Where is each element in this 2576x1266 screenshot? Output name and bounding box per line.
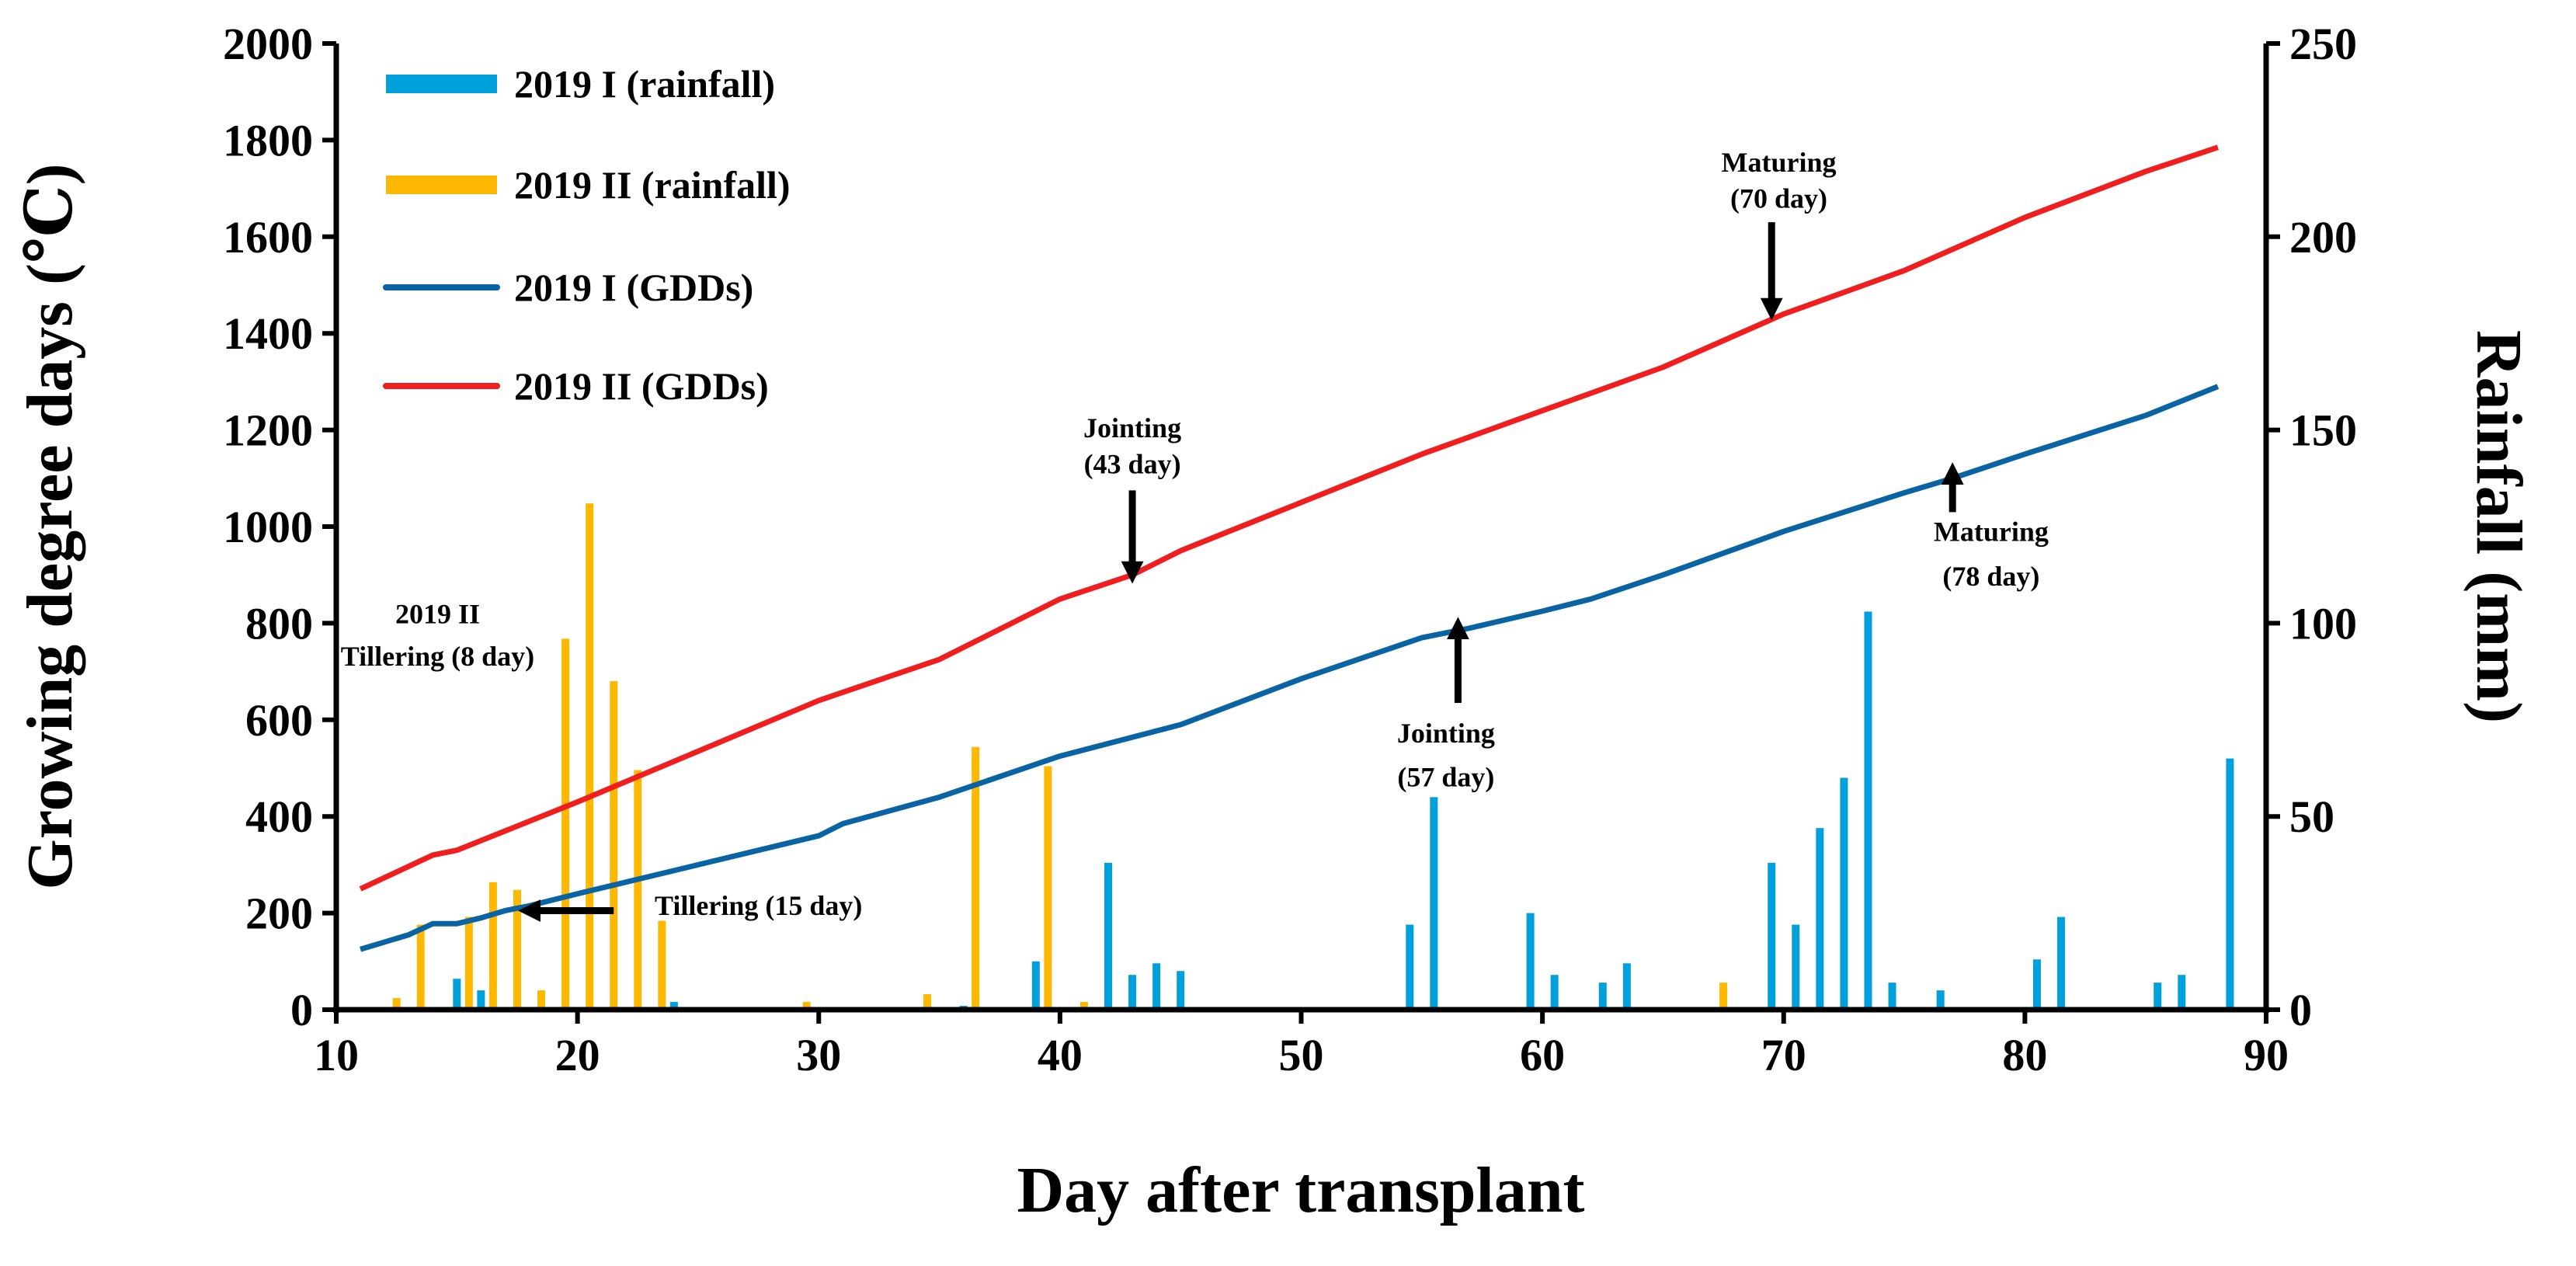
bar-2019-II bbox=[416, 924, 425, 1010]
bar-2019-I bbox=[669, 1002, 678, 1010]
bar-2019-I bbox=[1598, 983, 1607, 1010]
x-tick-label: 50 bbox=[1279, 1030, 1324, 1080]
bar-2019-I bbox=[1936, 990, 1945, 1010]
line-2019-I-gdds bbox=[360, 384, 2220, 952]
y-right-tick-label: 200 bbox=[2289, 212, 2357, 263]
bar-2019-I bbox=[1840, 777, 1848, 1010]
y-right-tick-label: 50 bbox=[2289, 791, 2334, 842]
bar-2019-I bbox=[2178, 975, 2186, 1010]
annotation-label: (70 day) bbox=[1730, 183, 1827, 214]
annotation-label: 2019 II bbox=[395, 598, 480, 629]
bar-2019-II bbox=[802, 1002, 811, 1010]
x-tick-label: 10 bbox=[314, 1030, 359, 1080]
legend-label: 2019 II (rainfall) bbox=[514, 163, 791, 207]
rainfall-bars bbox=[392, 503, 2234, 1010]
x-tick-label: 40 bbox=[1038, 1030, 1083, 1080]
legend-label: 2019 I (rainfall) bbox=[514, 62, 775, 106]
bar-2019-II bbox=[561, 638, 570, 1010]
y-left-tick-label: 1400 bbox=[223, 308, 313, 359]
bar-2019-II bbox=[610, 681, 618, 1010]
tick-labels: 10 20 30 40 50 60 70 80 900200400600800100012001… bbox=[223, 19, 2357, 1080]
bar-2019-I bbox=[2154, 983, 2162, 1010]
bar-2019-II bbox=[972, 746, 980, 1010]
bar-2019-II bbox=[464, 916, 473, 1010]
y-left-tick-label: 400 bbox=[245, 791, 313, 842]
bar-2019-II bbox=[1719, 983, 1728, 1010]
bar-2019-II bbox=[634, 770, 642, 1010]
legend-label: 2019 I (GDDs) bbox=[514, 266, 753, 309]
y-left-tick-label: 200 bbox=[245, 889, 313, 939]
bar-2019-II bbox=[1079, 1002, 1088, 1010]
y-left-tick-label: 1000 bbox=[223, 502, 313, 552]
y-left-tick-label: 600 bbox=[245, 695, 313, 746]
x-axis-title: Day after transplant bbox=[1017, 1154, 1584, 1226]
legend: 2019 I (rainfall) 2019 II (rainfall) 2019 … bbox=[383, 62, 791, 408]
annotation-label: Jointing bbox=[1397, 718, 1495, 749]
annotation-label: Maturing bbox=[1722, 147, 1837, 178]
x-tick-label: 30 bbox=[796, 1030, 841, 1080]
bar-2019-I bbox=[1031, 961, 1040, 1010]
y-right-tick-label: 100 bbox=[2289, 598, 2357, 649]
y-right-tick-label: 0 bbox=[2289, 985, 2312, 1035]
y-left-tick-label: 0 bbox=[290, 985, 313, 1035]
annotation-label: Jointing bbox=[1083, 412, 1181, 443]
x-tick-label: 80 bbox=[2002, 1030, 2047, 1080]
bar-2019-II bbox=[586, 503, 594, 1010]
annotation-label: Tillering (15 day) bbox=[655, 890, 862, 921]
bar-2019-I bbox=[1816, 828, 1824, 1010]
bar-2019-I bbox=[1104, 862, 1112, 1010]
x-tick-label: 90 bbox=[2244, 1030, 2289, 1080]
bar-2019-I bbox=[1622, 963, 1631, 1010]
y-right-axis-title: Rainfall (mm) bbox=[2463, 330, 2535, 723]
annotation-label: (43 day) bbox=[1084, 449, 1181, 480]
y-left-axis-title: Growing degree days (℃) bbox=[14, 163, 86, 889]
bar-2019-I bbox=[1177, 971, 1185, 1010]
bar-2019-I bbox=[1792, 924, 1800, 1010]
bar-2019-I bbox=[477, 990, 485, 1010]
annotation-label: (78 day) bbox=[1942, 561, 2039, 592]
y-left-tick-label: 800 bbox=[245, 598, 313, 649]
bar-2019-II bbox=[658, 920, 666, 1010]
bar-2019-II bbox=[537, 990, 546, 1010]
bar-2019-I bbox=[1768, 862, 1776, 1010]
bar-2019-I bbox=[1888, 983, 1896, 1010]
y-left-tick-label: 1600 bbox=[223, 212, 313, 263]
bar-2019-I bbox=[2056, 916, 2065, 1010]
x-tick-label: 70 bbox=[1761, 1030, 1806, 1080]
bar-2019-I bbox=[1406, 924, 1414, 1010]
bar-2019-II bbox=[488, 882, 497, 1010]
bar-2019-II bbox=[513, 889, 521, 1010]
bar-2019-II bbox=[1044, 766, 1052, 1010]
bar-2019-I bbox=[2226, 758, 2234, 1010]
bar-2019-I bbox=[1430, 797, 1438, 1010]
bar-2019-I bbox=[2032, 959, 2041, 1010]
bar-2019-II bbox=[923, 994, 932, 1010]
annotation-label: Maturing bbox=[1934, 516, 2049, 548]
axes bbox=[322, 41, 2280, 1024]
y-left-tick-label: 1800 bbox=[223, 115, 313, 165]
y-right-tick-label: 250 bbox=[2289, 19, 2357, 69]
y-left-tick-label: 1200 bbox=[223, 405, 313, 456]
annotation-label: (57 day) bbox=[1397, 762, 1494, 793]
x-tick-label: 20 bbox=[555, 1030, 600, 1080]
bar-2019-I bbox=[1526, 913, 1535, 1010]
legend-label: 2019 II (GDDs) bbox=[514, 364, 769, 408]
line-2019-II-gdds bbox=[359, 144, 2219, 892]
x-tick-label: 60 bbox=[1520, 1030, 1565, 1080]
bar-2019-I bbox=[1128, 975, 1137, 1010]
bar-2019-I bbox=[1152, 963, 1161, 1010]
legend-swatch-bar bbox=[386, 75, 497, 93]
bar-2019-I bbox=[1864, 611, 1872, 1010]
y-left-tick-label: 2000 bbox=[223, 19, 313, 69]
legend-swatch-bar bbox=[386, 176, 497, 194]
bar-2019-I bbox=[1550, 975, 1559, 1010]
annotation-label: Tillering (8 day) bbox=[341, 641, 534, 672]
bar-2019-II bbox=[392, 998, 401, 1010]
bar-2019-I bbox=[453, 979, 461, 1010]
y-right-tick-label: 150 bbox=[2289, 405, 2357, 456]
annotations: 2019 II Tillering (8 day) Tillering (15 da… bbox=[341, 147, 2049, 922]
gdd-lines bbox=[359, 144, 2220, 952]
